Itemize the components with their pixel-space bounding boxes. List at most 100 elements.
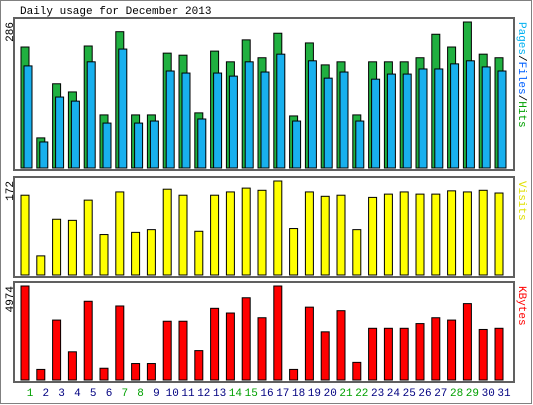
bar [494, 327, 504, 381]
bar [352, 229, 362, 276]
bar [39, 141, 49, 169]
bar [86, 61, 96, 169]
bar [36, 255, 46, 276]
bar [257, 317, 267, 381]
legend-item: / [515, 55, 527, 62]
bar [210, 307, 220, 381]
bar [371, 78, 381, 169]
bar [115, 191, 125, 276]
x-tick-label: 3 [58, 388, 65, 400]
x-tick-label: 26 [418, 388, 431, 400]
bar [399, 191, 409, 276]
bar [178, 320, 188, 381]
x-tick-label: 5 [90, 388, 97, 400]
x-tick-label: 23 [371, 388, 384, 400]
bar [304, 306, 314, 381]
x-tick-label: 31 [497, 388, 511, 400]
legend: Visits [515, 181, 527, 221]
bar [418, 68, 428, 169]
x-tick-label: 2 [42, 388, 49, 400]
legend-item: / [515, 95, 527, 102]
bar [339, 71, 349, 169]
bar [494, 192, 504, 276]
bar [352, 361, 362, 381]
bar [478, 189, 488, 276]
bar [99, 367, 109, 381]
x-tick-label: 20 [324, 388, 337, 400]
bar [23, 65, 33, 169]
bar [178, 194, 188, 276]
x-tick-label: 22 [355, 388, 368, 400]
x-tick-label: 25 [403, 388, 416, 400]
x-tick-label: 10 [166, 388, 179, 400]
bar [462, 191, 472, 276]
bar [241, 297, 251, 381]
bar [67, 351, 77, 381]
bar [399, 327, 409, 381]
bar [320, 195, 330, 276]
bar [118, 48, 128, 169]
bar [162, 320, 172, 381]
bar [289, 228, 299, 276]
bar [260, 71, 270, 169]
y-tick-label: 4974 [5, 286, 17, 313]
bar [228, 75, 238, 169]
bar [402, 73, 412, 169]
bar [210, 194, 220, 276]
bar [368, 327, 378, 381]
x-tick-label: 15 [245, 388, 258, 400]
bar [131, 363, 141, 381]
x-tick-label: 9 [153, 388, 160, 400]
x-tick-label: 30 [482, 388, 495, 400]
x-tick-label: 24 [387, 388, 401, 400]
x-tick-label: 29 [466, 388, 479, 400]
bar [497, 70, 507, 169]
bar [99, 234, 109, 276]
bar [431, 317, 441, 381]
x-tick-label: 16 [260, 388, 273, 400]
bar [292, 120, 302, 169]
x-tick-label: 13 [213, 388, 226, 400]
bar [197, 118, 207, 169]
legend-item: KBytes [515, 286, 527, 326]
legend: Pages/Files/Hits [515, 22, 527, 128]
x-tick-label: 17 [276, 388, 289, 400]
bar [181, 72, 191, 169]
bar [225, 191, 235, 276]
y-tick-label: 172 [5, 181, 17, 201]
legend-item: Visits [515, 181, 527, 221]
legend-item: Files [515, 62, 527, 95]
x-tick-label: 28 [450, 388, 463, 400]
bar [244, 61, 254, 169]
bar [386, 73, 396, 169]
bar [115, 305, 125, 381]
x-tick-label: 21 [339, 388, 353, 400]
x-tick-label: 27 [434, 388, 447, 400]
legend-item: Pages [515, 22, 527, 55]
x-tick-label: 12 [197, 388, 210, 400]
bar [194, 350, 204, 381]
bar [276, 53, 286, 169]
legend: KBytes [515, 286, 527, 326]
x-tick-label: 11 [181, 388, 195, 400]
bar [102, 122, 112, 169]
bar [383, 327, 393, 381]
x-tick-label: 1 [27, 388, 34, 400]
bar [162, 188, 172, 276]
bar [336, 310, 346, 381]
x-tick-label: 19 [308, 388, 321, 400]
bar [134, 122, 144, 169]
bar [146, 363, 156, 381]
x-tick-label: 6 [106, 388, 113, 400]
bar [307, 60, 317, 169]
bar [289, 368, 299, 381]
bar [478, 328, 488, 381]
bar [83, 300, 93, 381]
bar [336, 194, 346, 276]
bar [241, 187, 251, 276]
x-tick-label: 7 [121, 388, 128, 400]
bar [67, 219, 77, 276]
x-tick-label: 8 [137, 388, 144, 400]
bar [273, 285, 283, 381]
